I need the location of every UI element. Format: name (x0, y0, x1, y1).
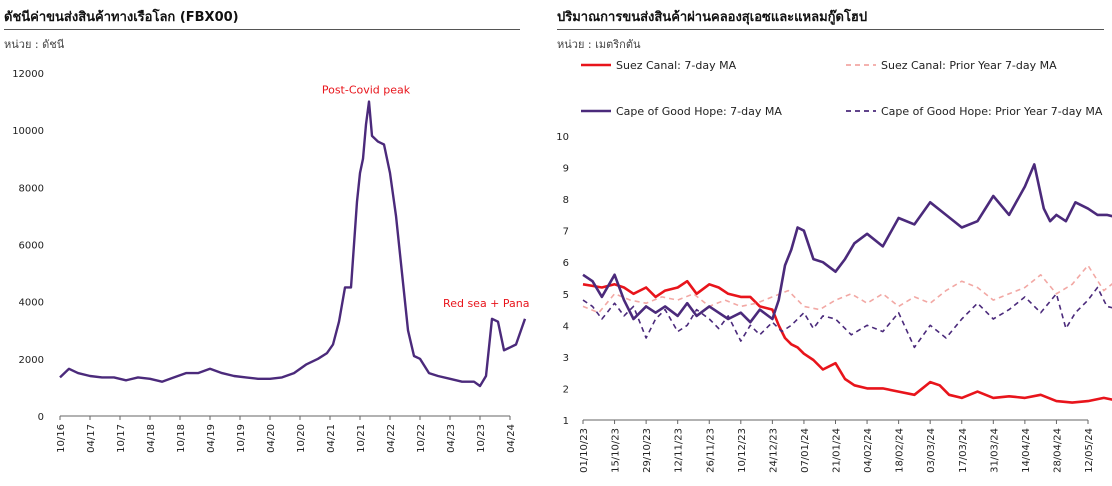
x-tick-label: 28/04/24 (1052, 428, 1063, 473)
x-tick-label: 14/04/24 (1021, 428, 1032, 473)
y-tick-label: 6 (563, 258, 569, 269)
x-tick-label: 24/12/23 (768, 428, 779, 473)
x-tick-label: 26/11/23 (705, 428, 716, 473)
series-line-1 (582, 264, 1112, 314)
x-tick-label: 04/20 (266, 424, 277, 453)
x-tick-label: 10/20 (296, 424, 307, 453)
fbx-index-chart: 0 2000 4000 6000 8000 10000 12000 10/16 04/17 10/… (12, 69, 530, 453)
suez-cape-chart: 1 2 3 4 5 6 7 8 9 10 01/10/23 15/10/23 29/10/23 12/11… (556, 59, 1112, 473)
x-tick-label: 04/19 (206, 424, 217, 453)
y-tick-label: 4000 (19, 298, 44, 309)
y-tick-label: 8000 (19, 183, 44, 194)
x-tick-label: 04/24 (506, 424, 517, 453)
x-tick-label: 04/17 (86, 424, 97, 453)
x-tick-label: 10/22 (416, 424, 427, 453)
y-tick-label: 9 (563, 164, 569, 175)
x-tick-label: 10/21 (356, 424, 367, 453)
x-tick-label: 03/03/24 (926, 428, 937, 473)
y-tick-label: 5 (563, 290, 569, 301)
panel-title: ดัชนีค่าขนส่งสินค้าทางเรือโลก (FBX00) (4, 10, 239, 25)
y-tick-label: 6000 (19, 241, 44, 252)
x-tick-label: 12/05/24 (1084, 428, 1095, 473)
x-tick-label: 07/01/24 (800, 428, 811, 473)
legend-label: Cape of Good Hope: Prior Year 7-day MA (881, 105, 1103, 118)
legend-label: Suez Canal: 7-day MA (616, 59, 737, 72)
x-tick-label: 04/21 (326, 424, 337, 453)
panel-title: ปริมาณการขนส่งสินค้าผ่านคลองสุเอซและแหลม… (557, 10, 868, 25)
x-tick-label: 21/01/24 (832, 428, 843, 473)
x-tick-label: 31/03/24 (989, 428, 1000, 473)
x-tick-label: 18/02/24 (895, 428, 906, 473)
y-tick-label: 2000 (19, 355, 44, 366)
y-tick-label: 0 (38, 412, 44, 423)
y-tick-label: 2 (563, 384, 569, 395)
chart-annotation: Post-Covid peak (322, 84, 411, 97)
x-tick-label: 17/03/24 (958, 428, 969, 473)
fbx-index-panel: ดัชนีค่าขนส่งสินค้าทางเรือโลก (FBX00) หน… (0, 0, 530, 486)
x-tick-label: 04/23 (446, 424, 457, 453)
legend-label: Cape of Good Hope: 7-day MA (616, 105, 782, 118)
series-line-0 (59, 100, 527, 388)
title-rule (4, 29, 520, 30)
x-tick-label: 10/17 (116, 424, 127, 453)
x-tick-label: 15/10/23 (611, 428, 622, 473)
x-tick-label: 10/16 (56, 424, 67, 453)
x-tick-label: 10/19 (236, 424, 247, 453)
x-tick-label: 10/23 (476, 424, 487, 453)
y-tick-label: 3 (563, 353, 569, 364)
y-tick-label: 4 (563, 321, 569, 332)
suez-cape-panel: ปริมาณการขนส่งสินค้าผ่านคลองสุเอซและแหลม… (553, 0, 1112, 486)
y-tick-label: 12000 (12, 69, 44, 80)
series-line-2 (582, 163, 1112, 324)
y-tick-label: 8 (563, 195, 569, 206)
y-tick-label: 1 (563, 416, 569, 427)
x-tick-label: 29/10/23 (642, 428, 653, 473)
x-tick-label: 01/10/23 (579, 428, 590, 473)
chart-annotation: Red sea + Panama (443, 297, 530, 310)
x-tick-label: 04/02/24 (863, 428, 874, 473)
title-rule (557, 29, 1104, 30)
unit-label: หน่วย : เมตริกตัน (557, 38, 641, 51)
series-line-0 (582, 279, 1112, 404)
x-tick-label: 10/12/23 (737, 428, 748, 473)
legend-label: Suez Canal: Prior Year 7-day MA (881, 59, 1057, 72)
series-line-3 (582, 286, 1112, 349)
y-tick-label: 7 (563, 227, 569, 238)
y-tick-label: 10 (556, 132, 569, 143)
x-tick-label: 10/18 (176, 424, 187, 453)
x-tick-label: 04/18 (146, 424, 157, 453)
x-tick-label: 12/11/23 (674, 428, 685, 473)
x-tick-label: 04/22 (386, 424, 397, 453)
y-tick-label: 10000 (12, 126, 44, 137)
unit-label: หน่วย : ดัชนี (4, 38, 65, 51)
